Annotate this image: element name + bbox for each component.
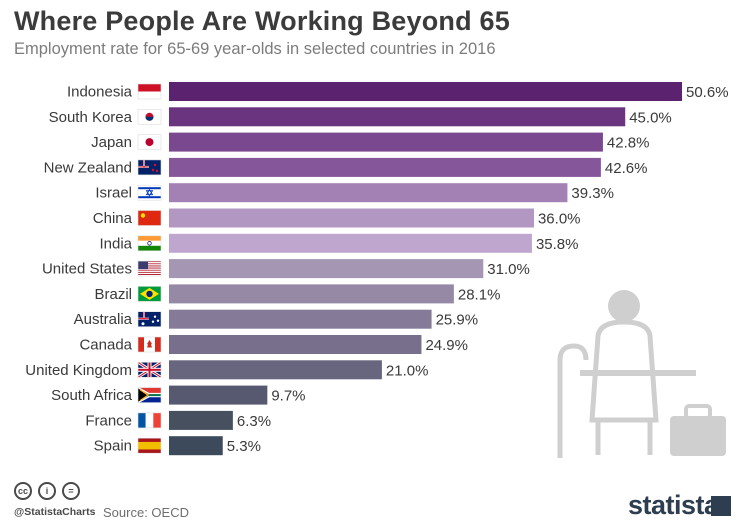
category-label: South Korea: [49, 109, 133, 126]
united-states-flag-icon: [137, 260, 162, 277]
cane-icon: [557, 343, 589, 458]
category-label: South Africa: [51, 387, 133, 404]
category-label: Israel: [95, 185, 132, 202]
bar-united-kingdom: [169, 360, 382, 380]
value-label: 31.0%: [487, 261, 530, 278]
value-label: 50.6%: [686, 84, 729, 101]
footer-license: cc i = @StatistaCharts: [14, 482, 234, 522]
category-label: United Kingdom: [25, 362, 132, 379]
value-label: 45.0%: [629, 109, 672, 126]
category-label: Brazil: [94, 286, 132, 303]
bar-chart: Indonesia 50.6% South Korea 45.0% Japan 42.8%…: [25, 82, 729, 458]
bar-south-africa: [169, 385, 268, 405]
value-label: 42.6%: [605, 160, 648, 177]
statista-logo-mark-icon: [711, 496, 731, 516]
category-label: United States: [42, 261, 132, 278]
value-label: 6.3%: [237, 413, 271, 430]
category-label: Australia: [74, 311, 133, 328]
south-africa-flag-icon: [137, 386, 162, 404]
person-body-icon: [589, 319, 659, 423]
value-label: 5.3%: [227, 438, 261, 455]
briefcase-handle-icon: [684, 404, 712, 420]
france-flag-icon: [137, 412, 162, 429]
bar-united-states: [169, 259, 484, 279]
value-label: 24.9%: [425, 337, 468, 354]
bar-india: [169, 233, 532, 253]
category-label: Canada: [79, 337, 132, 354]
value-label: 9.7%: [271, 388, 305, 405]
bar-france: [169, 410, 233, 430]
desk-icon: [580, 370, 696, 376]
bar-canada: [169, 335, 422, 354]
bar-brazil: [169, 284, 454, 304]
elderly-worker-illustration: [557, 290, 726, 458]
new-zealand-flag-icon: [137, 159, 162, 176]
bar-new-zealand: [169, 157, 601, 177]
japan-flag-icon: [137, 134, 162, 150]
category-label: Spain: [94, 438, 132, 455]
brazil-flag-icon: [137, 286, 162, 302]
spain-flag-icon: [137, 437, 162, 454]
china-flag-icon: [137, 210, 162, 226]
chart-title: Where People Are Working Beyond 65: [14, 6, 510, 36]
bar-israel: [169, 183, 568, 203]
attribution-icon[interactable]: i: [38, 482, 56, 500]
chart-subtitle: Employment rate for 65-69 year-olds in s…: [14, 40, 496, 58]
category-label: New Zealand: [44, 159, 132, 176]
person-head-icon: [608, 290, 640, 322]
bar-japan: [169, 132, 603, 152]
bar-spain: [169, 436, 223, 456]
value-label: 35.8%: [536, 236, 579, 253]
value-label: 25.9%: [436, 312, 479, 329]
israel-flag-icon: [137, 184, 162, 201]
india-flag-icon: [137, 235, 162, 252]
creative-commons-icon[interactable]: cc: [14, 482, 32, 500]
indonesia-flag-icon: [137, 83, 162, 100]
australia-flag-icon: [137, 311, 162, 328]
labels-group: Indonesia 50.6% South Korea 45.0% Japan 42.8%…: [25, 84, 728, 456]
statista-logo[interactable]: statista: [628, 490, 719, 520]
category-label: France: [85, 412, 132, 429]
briefcase-icon: [670, 416, 726, 456]
south-korea-flag-icon: [137, 109, 162, 125]
bars-group: [169, 82, 682, 456]
category-label: Indonesia: [67, 84, 133, 101]
bar-australia: [169, 309, 432, 329]
united-kingdom-flag-icon: [137, 361, 162, 379]
value-label: 28.1%: [458, 286, 501, 303]
value-label: 36.0%: [538, 211, 581, 228]
canada-flag-icon: [137, 336, 162, 353]
statista-handle[interactable]: @StatistaCharts: [14, 506, 96, 518]
category-label: India: [99, 235, 132, 252]
value-label: 39.3%: [571, 185, 614, 202]
value-label: 21.0%: [386, 362, 429, 379]
bar-south-korea: [169, 107, 626, 127]
no-derivatives-icon[interactable]: =: [62, 482, 80, 500]
source-note: Source: OECD: [103, 505, 189, 520]
category-label: Japan: [91, 134, 132, 151]
bar-indonesia: [169, 82, 682, 101]
bar-china: [169, 208, 534, 228]
flags-group: [137, 83, 162, 454]
category-label: China: [93, 210, 133, 227]
value-label: 42.8%: [607, 135, 650, 152]
